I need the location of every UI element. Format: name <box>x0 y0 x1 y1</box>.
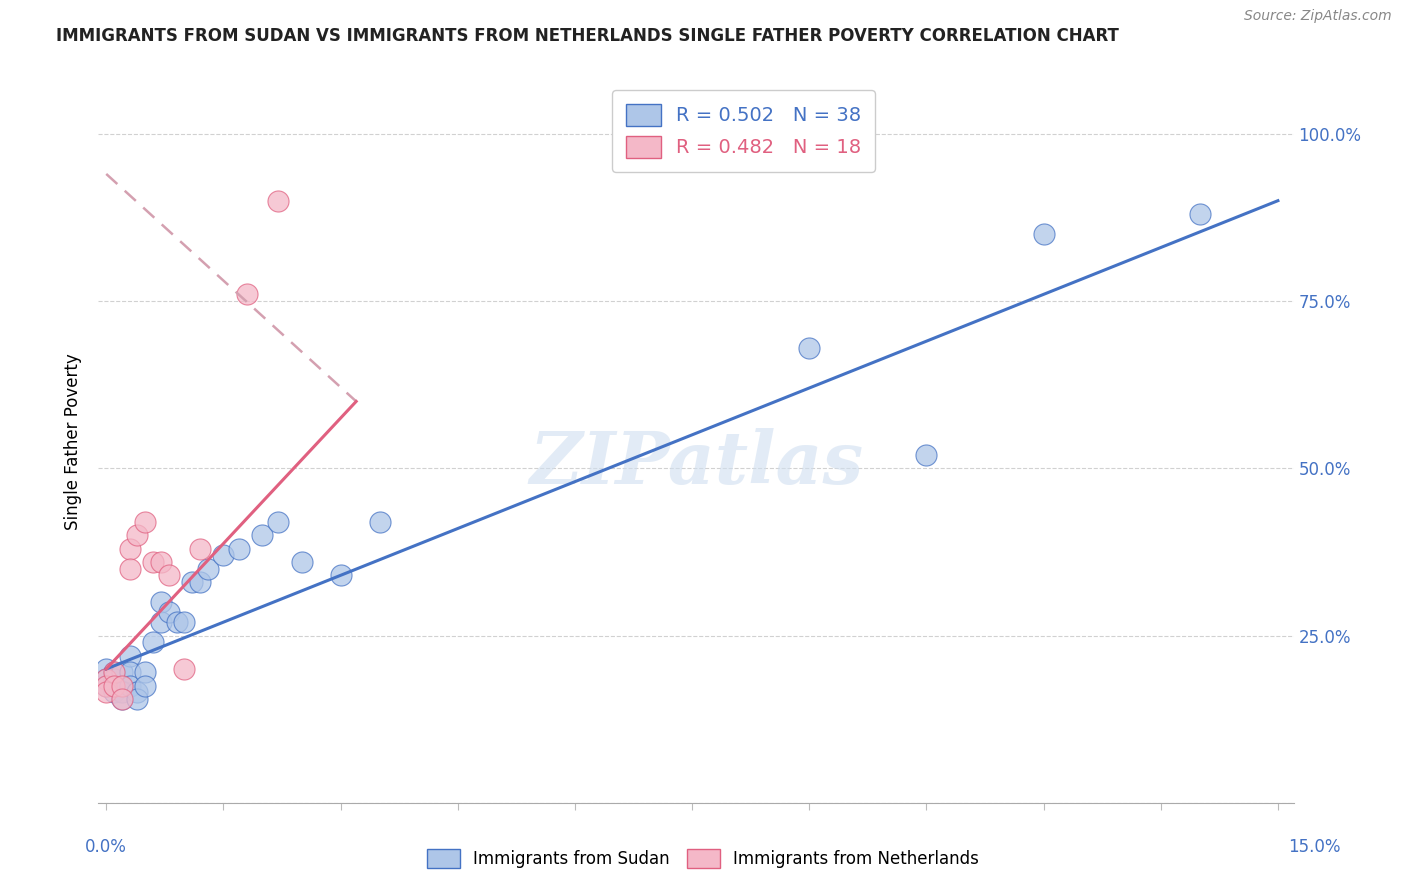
Point <box>127 528 149 542</box>
Point <box>127 685 149 699</box>
Point <box>134 679 156 693</box>
Point <box>149 555 172 569</box>
Point <box>188 541 211 556</box>
Point <box>118 541 141 556</box>
Point <box>149 615 172 630</box>
Point <box>103 679 125 693</box>
Point <box>166 615 188 630</box>
Point <box>212 548 235 563</box>
Point <box>1188 207 1211 221</box>
Point <box>252 528 274 542</box>
Point <box>290 555 312 569</box>
Point <box>96 685 118 699</box>
Point <box>111 679 134 693</box>
Text: 15.0%: 15.0% <box>1288 838 1341 856</box>
Text: Source: ZipAtlas.com: Source: ZipAtlas.com <box>1244 9 1392 23</box>
Point <box>134 515 156 529</box>
Point <box>799 341 821 355</box>
Point <box>134 665 156 680</box>
Point <box>915 448 938 462</box>
Point <box>173 662 195 676</box>
Point <box>96 679 118 693</box>
Legend: R = 0.502   N = 38, R = 0.482   N = 18: R = 0.502 N = 38, R = 0.482 N = 18 <box>613 90 875 172</box>
Point <box>157 568 180 582</box>
Text: IMMIGRANTS FROM SUDAN VS IMMIGRANTS FROM NETHERLANDS SINGLE FATHER POVERTY CORRE: IMMIGRANTS FROM SUDAN VS IMMIGRANTS FROM… <box>56 27 1119 45</box>
Point <box>118 679 141 693</box>
Point <box>111 692 134 706</box>
Point <box>96 672 118 686</box>
Point <box>329 568 352 582</box>
Point <box>96 662 118 676</box>
Point <box>118 665 141 680</box>
Point <box>173 615 195 630</box>
Legend: Immigrants from Sudan, Immigrants from Netherlands: Immigrants from Sudan, Immigrants from N… <box>420 842 986 875</box>
Point <box>142 555 165 569</box>
Point <box>118 562 141 576</box>
Point <box>103 665 125 680</box>
Point <box>267 194 290 208</box>
Point <box>267 515 290 529</box>
Point <box>157 605 180 619</box>
Point <box>236 287 259 301</box>
Point <box>96 679 118 693</box>
Point <box>103 665 125 680</box>
Point <box>127 692 149 706</box>
Y-axis label: Single Father Poverty: Single Father Poverty <box>65 353 83 530</box>
Point <box>111 692 134 706</box>
Point <box>228 541 250 556</box>
Point <box>197 562 219 576</box>
Point <box>96 672 118 686</box>
Point <box>103 672 125 686</box>
Point <box>181 575 204 590</box>
Point <box>368 515 391 529</box>
Point <box>188 575 211 590</box>
Point <box>142 635 165 649</box>
Text: ZIPatlas: ZIPatlas <box>529 428 863 499</box>
Point <box>103 685 125 699</box>
Point <box>118 648 141 663</box>
Text: 0.0%: 0.0% <box>84 838 127 856</box>
Point <box>111 685 134 699</box>
Point <box>111 679 134 693</box>
Point <box>111 665 134 680</box>
Point <box>1032 227 1054 242</box>
Point <box>103 679 125 693</box>
Point <box>149 595 172 609</box>
